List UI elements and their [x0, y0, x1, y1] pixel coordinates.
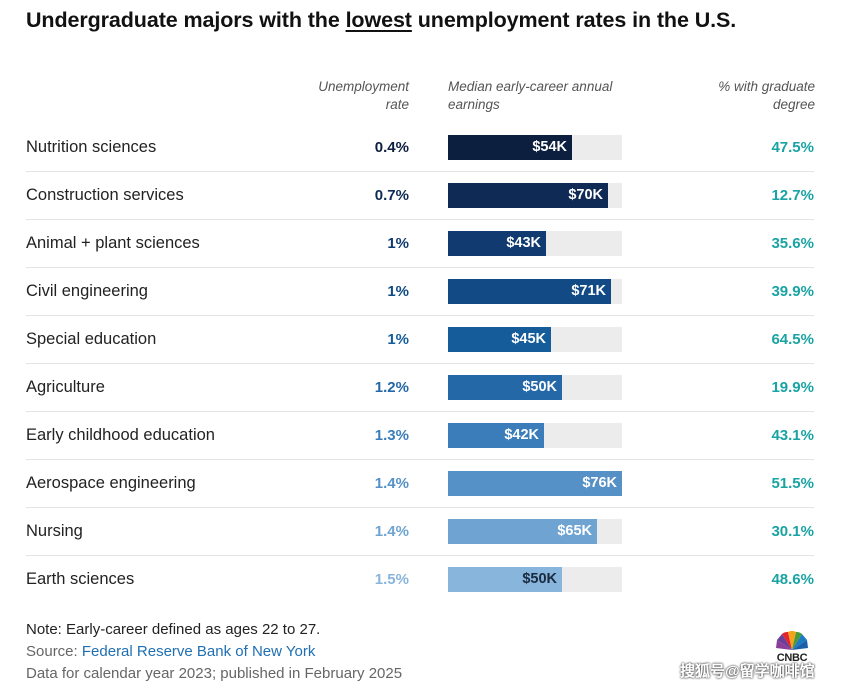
earnings-bar: $54K: [448, 135, 572, 160]
unemployment-rate: 1.4%: [374, 475, 409, 492]
table-body: Nutrition sciences 0.4% $54K 47.5% Construct…: [26, 124, 814, 603]
source-link[interactable]: Federal Reserve Bank of New York: [81, 643, 316, 660]
column-header-grad: % with graduate degree: [718, 79, 815, 112]
earnings-label: $42K: [504, 427, 539, 443]
grad-degree-pct: 30.1%: [771, 523, 814, 540]
earnings-bar: $45K: [448, 327, 551, 352]
table-row: Earth sciences 1.5% $50K 48.6%: [26, 556, 814, 603]
table-row: Construction services 0.7% $70K 12.7%: [26, 172, 814, 220]
earnings-label: $76K: [582, 475, 617, 491]
earnings-label: $50K: [522, 571, 557, 587]
unemployment-rate: 1.3%: [374, 427, 409, 444]
source-line: Source: Federal Reserve Bank of New York: [26, 641, 402, 663]
major-label: Agriculture: [26, 378, 105, 396]
column-header-rate: Unemployment rate: [318, 79, 409, 112]
grad-degree-pct: 51.5%: [771, 475, 814, 492]
chart-title: Undergraduate majors with the lowest une…: [26, 8, 826, 33]
earnings-bar-track: $70K: [448, 183, 622, 208]
major-label: Nursing: [26, 522, 83, 540]
earnings-bar-track: $50K: [448, 567, 622, 592]
earnings-bar-track: $71K: [448, 279, 622, 304]
grad-degree-pct: 43.1%: [771, 427, 814, 444]
earnings-bar-track: $65K: [448, 519, 622, 544]
major-label: Earth sciences: [26, 570, 135, 588]
unemployment-rate: 0.4%: [374, 139, 409, 156]
table-row: Early childhood education 1.3% $42K 43.1%: [26, 412, 814, 460]
earnings-bar: $76K: [448, 471, 622, 496]
grad-degree-pct: 39.9%: [771, 283, 814, 300]
cnbc-logo-text: CNBC: [776, 652, 808, 664]
earnings-label: $50K: [522, 379, 557, 395]
table-row: Animal + plant sciences 1% $43K 35.6%: [26, 220, 814, 268]
earnings-label: $43K: [506, 235, 541, 251]
title-before: Undergraduate majors with the: [26, 8, 346, 32]
table-row: Aerospace engineering 1.4% $76K 51.5%: [26, 460, 814, 508]
table-row: Nursing 1.4% $65K 30.1%: [26, 508, 814, 556]
unemployment-rate: 1.2%: [374, 379, 409, 396]
table-row: Special education 1% $45K 64.5%: [26, 316, 814, 364]
grad-degree-pct: 35.6%: [771, 235, 814, 252]
cnbc-peacock-logo-icon: [776, 630, 808, 650]
major-label: Early childhood education: [26, 426, 215, 444]
major-label: Animal + plant sciences: [26, 234, 200, 252]
unemployment-rate: 0.7%: [374, 187, 409, 204]
major-label: Construction services: [26, 186, 184, 204]
earnings-label: $45K: [511, 331, 546, 347]
earnings-bar-track: $43K: [448, 231, 622, 256]
earnings-bar: $42K: [448, 423, 544, 448]
unemployment-rate: 1%: [387, 283, 409, 300]
unemployment-rate: 1.5%: [374, 571, 409, 588]
earnings-bar-track: $45K: [448, 327, 622, 352]
earnings-bar: $71K: [448, 279, 611, 304]
earnings-bar: $70K: [448, 183, 608, 208]
earnings-label: $71K: [571, 283, 606, 299]
unemployment-rate: 1%: [387, 235, 409, 252]
table-row: Nutrition sciences 0.4% $54K 47.5%: [26, 124, 814, 172]
earnings-label: $65K: [557, 523, 592, 539]
table-row: Civil engineering 1% $71K 39.9%: [26, 268, 814, 316]
title-after: unemployment rates in the U.S.: [411, 8, 737, 32]
major-label: Nutrition sciences: [26, 138, 157, 156]
earnings-bar-track: $42K: [448, 423, 622, 448]
earnings-bar-track: $54K: [448, 135, 622, 160]
earnings-bar: $50K: [448, 375, 562, 400]
major-label: Special education: [26, 330, 157, 348]
unemployment-rate: 1.4%: [374, 523, 409, 540]
source-prefix: Source:: [26, 643, 82, 660]
grad-degree-pct: 64.5%: [771, 331, 814, 348]
footer: Note: Early-career defined as ages 22 to…: [26, 619, 402, 685]
data-line: Data for calendar year 2023; published i…: [26, 665, 403, 682]
earnings-bar-track: $50K: [448, 375, 622, 400]
grad-degree-pct: 48.6%: [771, 571, 814, 588]
earnings-bar: $65K: [448, 519, 597, 544]
earnings-bar-track: $76K: [448, 471, 622, 496]
major-label: Civil engineering: [26, 282, 148, 300]
title-highlight: lowest: [345, 8, 412, 32]
grad-degree-pct: 47.5%: [771, 139, 814, 156]
major-label: Aerospace engineering: [26, 474, 196, 492]
column-header-earnings: Median early-career annual earnings: [448, 79, 613, 112]
earnings-label: $70K: [568, 187, 603, 203]
earnings-bar: $43K: [448, 231, 546, 256]
footnote: Note: Early-career defined as ages 22 to…: [26, 621, 321, 638]
grad-degree-pct: 12.7%: [771, 187, 814, 204]
unemployment-rate: 1%: [387, 331, 409, 348]
grad-degree-pct: 19.9%: [771, 379, 814, 396]
earnings-bar: $50K: [448, 567, 562, 592]
watermark: 搜狐号@留学咖啡馆: [680, 663, 815, 680]
earnings-label: $54K: [532, 139, 567, 155]
table-row: Agriculture 1.2% $50K 19.9%: [26, 364, 814, 412]
